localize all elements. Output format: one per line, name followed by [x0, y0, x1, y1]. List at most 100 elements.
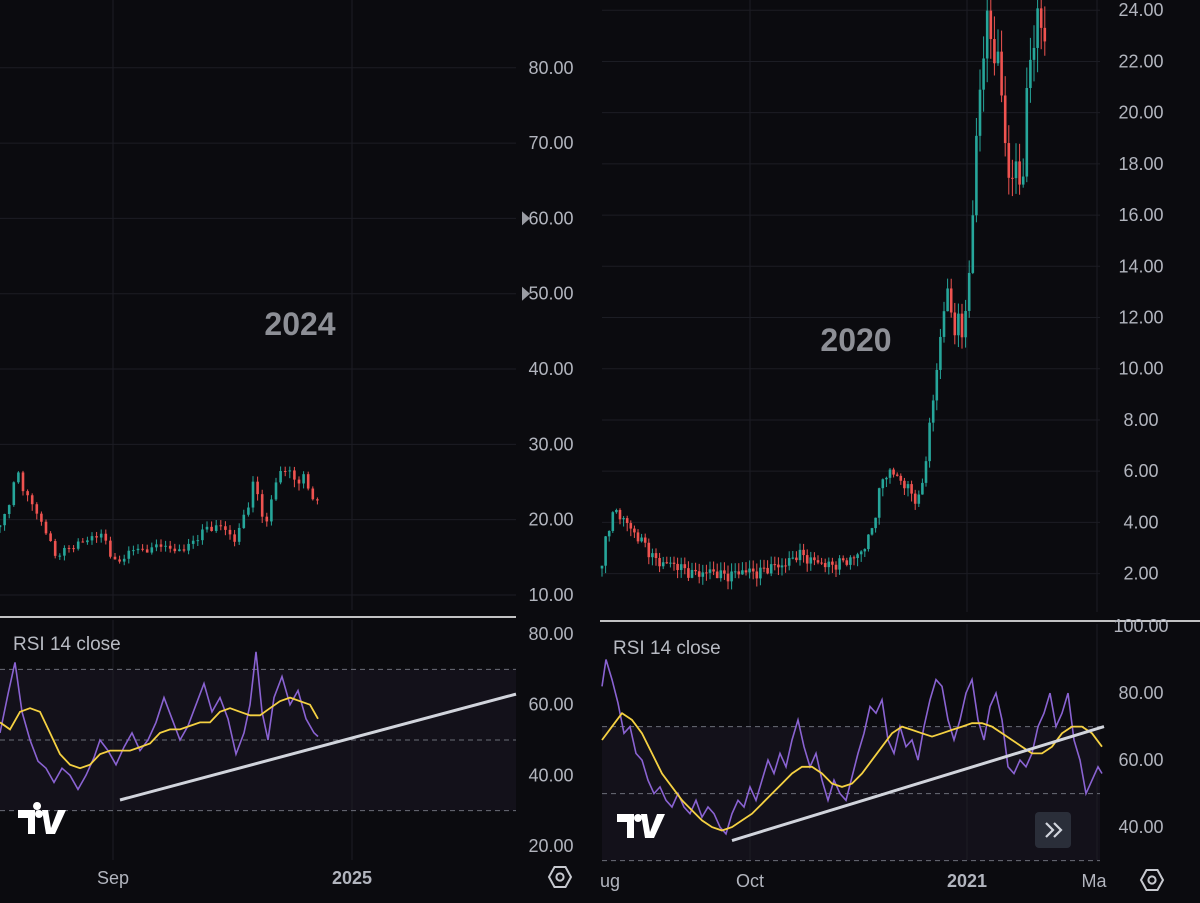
candle-body — [113, 556, 117, 560]
candle-body — [1029, 59, 1032, 89]
right-price-tick-label: 16.00 — [1118, 205, 1163, 225]
candle-body — [17, 472, 20, 483]
candle-body — [996, 51, 1000, 64]
candle-body — [607, 530, 611, 537]
candle-body — [1036, 8, 1039, 48]
right-rsi-tick-label: 100.00 — [1113, 616, 1168, 636]
right-price-tick-label: 4.00 — [1123, 512, 1158, 532]
candle-body — [712, 569, 715, 572]
candle-body — [311, 488, 315, 500]
left-price-grid — [0, 0, 516, 610]
candle-body — [1039, 8, 1043, 28]
candle-body — [982, 58, 985, 90]
right-rsi-trendline[interactable] — [731, 725, 1105, 842]
candle-body — [773, 564, 777, 566]
candle-body — [820, 562, 823, 564]
candle-body — [892, 469, 895, 475]
right-price-tick-label: 22.00 — [1118, 51, 1163, 71]
candle-body — [942, 311, 946, 337]
right-rsi-axis[interactable]: 40.00 60.00 80.00 100.00 — [1113, 616, 1168, 837]
left-rsi-trendline[interactable] — [119, 692, 517, 802]
candle-body — [233, 534, 236, 542]
left-panel[interactable]: 2024 10.00 20.00 30.00 40.00 50.00 60.00 70.00… — [0, 0, 574, 610]
candle-body — [159, 544, 163, 547]
candle-body — [748, 568, 751, 573]
candle-body — [187, 543, 190, 551]
left-rsi-legend[interactable]: RSI 14 close — [13, 634, 121, 655]
candle-body — [931, 400, 935, 423]
settings-hexagon-icon[interactable] — [1139, 869, 1165, 891]
candle-body — [132, 550, 135, 552]
candle-body — [30, 495, 34, 505]
candle-body — [690, 569, 694, 578]
left-price-axis[interactable]: 10.00 20.00 30.00 40.00 50.00 60.00 70.00 80.00 — [528, 58, 573, 605]
candle-body — [924, 461, 928, 483]
candle-body — [228, 529, 232, 535]
candle-body — [633, 528, 636, 533]
left-rsi-pane[interactable]: RSI 14 close 20.00 40.00 60.00 80.00 — [0, 620, 574, 860]
left-time-label-2025: 2025 — [332, 868, 372, 888]
candle-body — [288, 470, 292, 472]
candle-body — [76, 541, 80, 549]
candle-body — [265, 516, 269, 522]
candle-body — [647, 542, 651, 558]
candle-body — [625, 518, 629, 524]
right-rsi-pane[interactable]: RSI 14 close 40.00 60.00 80.00 100.00 — [601, 616, 1169, 862]
candle-body — [53, 541, 57, 556]
candle-body — [1032, 47, 1036, 60]
candle-body — [1011, 177, 1014, 179]
scroll-to-realtime-button[interactable] — [1035, 812, 1071, 848]
candle-body — [993, 39, 996, 64]
right-price-tick-label: 12.00 — [1118, 308, 1163, 328]
candle-body — [191, 540, 195, 544]
right-time-axis[interactable]: ug Oct 2021 Ma — [600, 871, 1108, 891]
candle-body — [604, 536, 607, 566]
settings-hexagon-icon[interactable] — [547, 866, 573, 888]
candle-body — [297, 479, 301, 484]
left-rsi-axis[interactable]: 20.00 40.00 60.00 80.00 — [528, 624, 573, 856]
left-candles — [0, 466, 319, 566]
candle-body — [903, 480, 906, 489]
candle-body — [859, 551, 863, 555]
left-time-label-sep: Sep — [97, 868, 129, 888]
candle-body — [196, 540, 200, 542]
candle-body — [856, 554, 859, 559]
candle-body — [141, 548, 144, 550]
candle-body — [665, 562, 669, 564]
candle-body — [615, 510, 618, 513]
candle-body — [928, 422, 931, 462]
candle-body — [985, 10, 989, 59]
candle-body — [816, 560, 820, 563]
candle-body — [316, 499, 319, 501]
candle-body — [611, 512, 615, 531]
candle-body — [906, 484, 910, 489]
left-rsi-tick-label: 80.00 — [528, 624, 573, 644]
candle-body — [813, 557, 816, 561]
right-panel[interactable]: 2020 2.00 4.00 6.00 8.00 10.00 12.00 14.00 16.0… — [600, 0, 1164, 612]
candle-body — [1043, 27, 1047, 42]
left-rsi-ma-line — [0, 696, 319, 770]
candle-body — [182, 549, 186, 551]
right-price-tick-label: 8.00 — [1123, 410, 1158, 430]
candle-body — [214, 525, 218, 531]
left-price-tick-label: 50.00 — [528, 284, 573, 304]
candle-body — [237, 527, 241, 542]
right-price-grid — [602, 0, 1100, 612]
candle-body — [715, 571, 719, 579]
right-time-label-oct: Oct — [736, 871, 764, 891]
right-price-tick-label: 2.00 — [1123, 564, 1158, 584]
left-time-axis[interactable]: Sep 2025 — [97, 868, 372, 888]
candle-body — [921, 482, 924, 495]
left-rsi-tick-label: 60.00 — [528, 695, 573, 715]
left-price-tick-label: 40.00 — [528, 359, 573, 379]
candle-body — [283, 470, 287, 472]
candle-body — [895, 474, 899, 476]
candle-body — [852, 557, 856, 559]
right-price-tick-label: 10.00 — [1118, 359, 1163, 379]
candle-body — [643, 537, 647, 543]
candle-body — [205, 526, 209, 530]
right-rsi-legend[interactable]: RSI 14 close — [613, 638, 721, 659]
right-price-axis[interactable]: 2.00 4.00 6.00 8.00 10.00 12.00 14.00 16.00 18.0… — [1118, 0, 1163, 583]
left-rsi-tick-label: 40.00 — [528, 765, 573, 785]
candle-body — [629, 523, 633, 529]
